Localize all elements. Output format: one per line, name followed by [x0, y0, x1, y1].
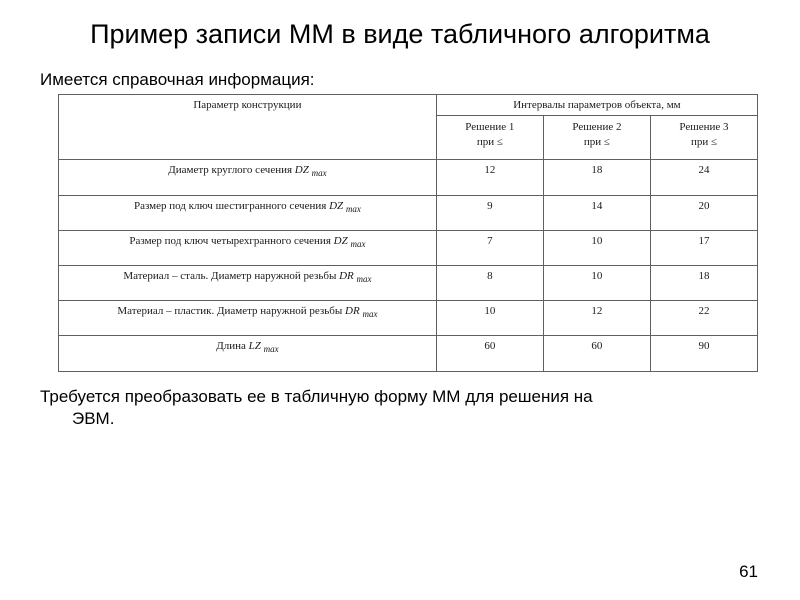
header-solution-1: Решение 1 при ≤ — [436, 115, 543, 160]
table-row: Длина LZ max606090 — [59, 336, 758, 371]
param-cell: Диаметр круглого сечения DZ max — [59, 160, 437, 195]
slide-title: Пример записи ММ в виде табличного алгор… — [40, 18, 760, 52]
table-row: Диаметр круглого сечения DZ max121824 — [59, 160, 758, 195]
sol1-cond: при ≤ — [477, 136, 503, 148]
header-intervals: Интервалы параметров объекта, мм — [436, 94, 757, 115]
value-cell: 22 — [650, 301, 757, 336]
value-cell: 12 — [436, 160, 543, 195]
value-cell: 90 — [650, 336, 757, 371]
value-cell: 60 — [543, 336, 650, 371]
table-row: Материал – сталь. Диаметр наружной резьб… — [59, 266, 758, 301]
param-cell: Размер под ключ шестигранного сечения DZ… — [59, 195, 437, 230]
value-cell: 20 — [650, 195, 757, 230]
param-cell: Длина LZ max — [59, 336, 437, 371]
outro-text: Требуется преобразовать ее в табличную ф… — [40, 386, 760, 430]
value-cell: 10 — [543, 230, 650, 265]
page-number: 61 — [739, 562, 758, 582]
value-cell: 10 — [543, 266, 650, 301]
sol2-label: Решение 2 — [572, 121, 621, 133]
value-cell: 18 — [650, 266, 757, 301]
param-cell: Материал – пластик. Диаметр наружной рез… — [59, 301, 437, 336]
value-cell: 24 — [650, 160, 757, 195]
value-cell: 10 — [436, 301, 543, 336]
table-header-row-1: Параметр конструкции Интервалы параметро… — [59, 94, 758, 115]
param-cell: Материал – сталь. Диаметр наружной резьб… — [59, 266, 437, 301]
sol3-cond: при ≤ — [691, 136, 717, 148]
value-cell: 17 — [650, 230, 757, 265]
outro-line-2: ЭВМ. — [40, 408, 760, 430]
intro-text: Имеется справочная информация: — [40, 70, 760, 90]
sol2-cond: при ≤ — [584, 136, 610, 148]
table-row: Материал – пластик. Диаметр наружной рез… — [59, 301, 758, 336]
table-body: Диаметр круглого сечения DZ max121824Раз… — [59, 160, 758, 371]
header-solution-2: Решение 2 при ≤ — [543, 115, 650, 160]
sol3-label: Решение 3 — [679, 121, 728, 133]
parameters-table: Параметр конструкции Интервалы параметро… — [58, 94, 758, 372]
param-cell: Размер под ключ четырехгранного сечения … — [59, 230, 437, 265]
outro-line-1: Требуется преобразовать ее в табличную ф… — [40, 387, 593, 406]
value-cell: 60 — [436, 336, 543, 371]
value-cell: 14 — [543, 195, 650, 230]
value-cell: 9 — [436, 195, 543, 230]
table-row: Размер под ключ четырехгранного сечения … — [59, 230, 758, 265]
sol1-label: Решение 1 — [465, 121, 514, 133]
value-cell: 18 — [543, 160, 650, 195]
value-cell: 7 — [436, 230, 543, 265]
header-solution-3: Решение 3 при ≤ — [650, 115, 757, 160]
table-row: Размер под ключ шестигранного сечения DZ… — [59, 195, 758, 230]
value-cell: 12 — [543, 301, 650, 336]
slide: Пример записи ММ в виде табличного алгор… — [0, 0, 800, 600]
header-parameter: Параметр конструкции — [59, 94, 437, 160]
value-cell: 8 — [436, 266, 543, 301]
